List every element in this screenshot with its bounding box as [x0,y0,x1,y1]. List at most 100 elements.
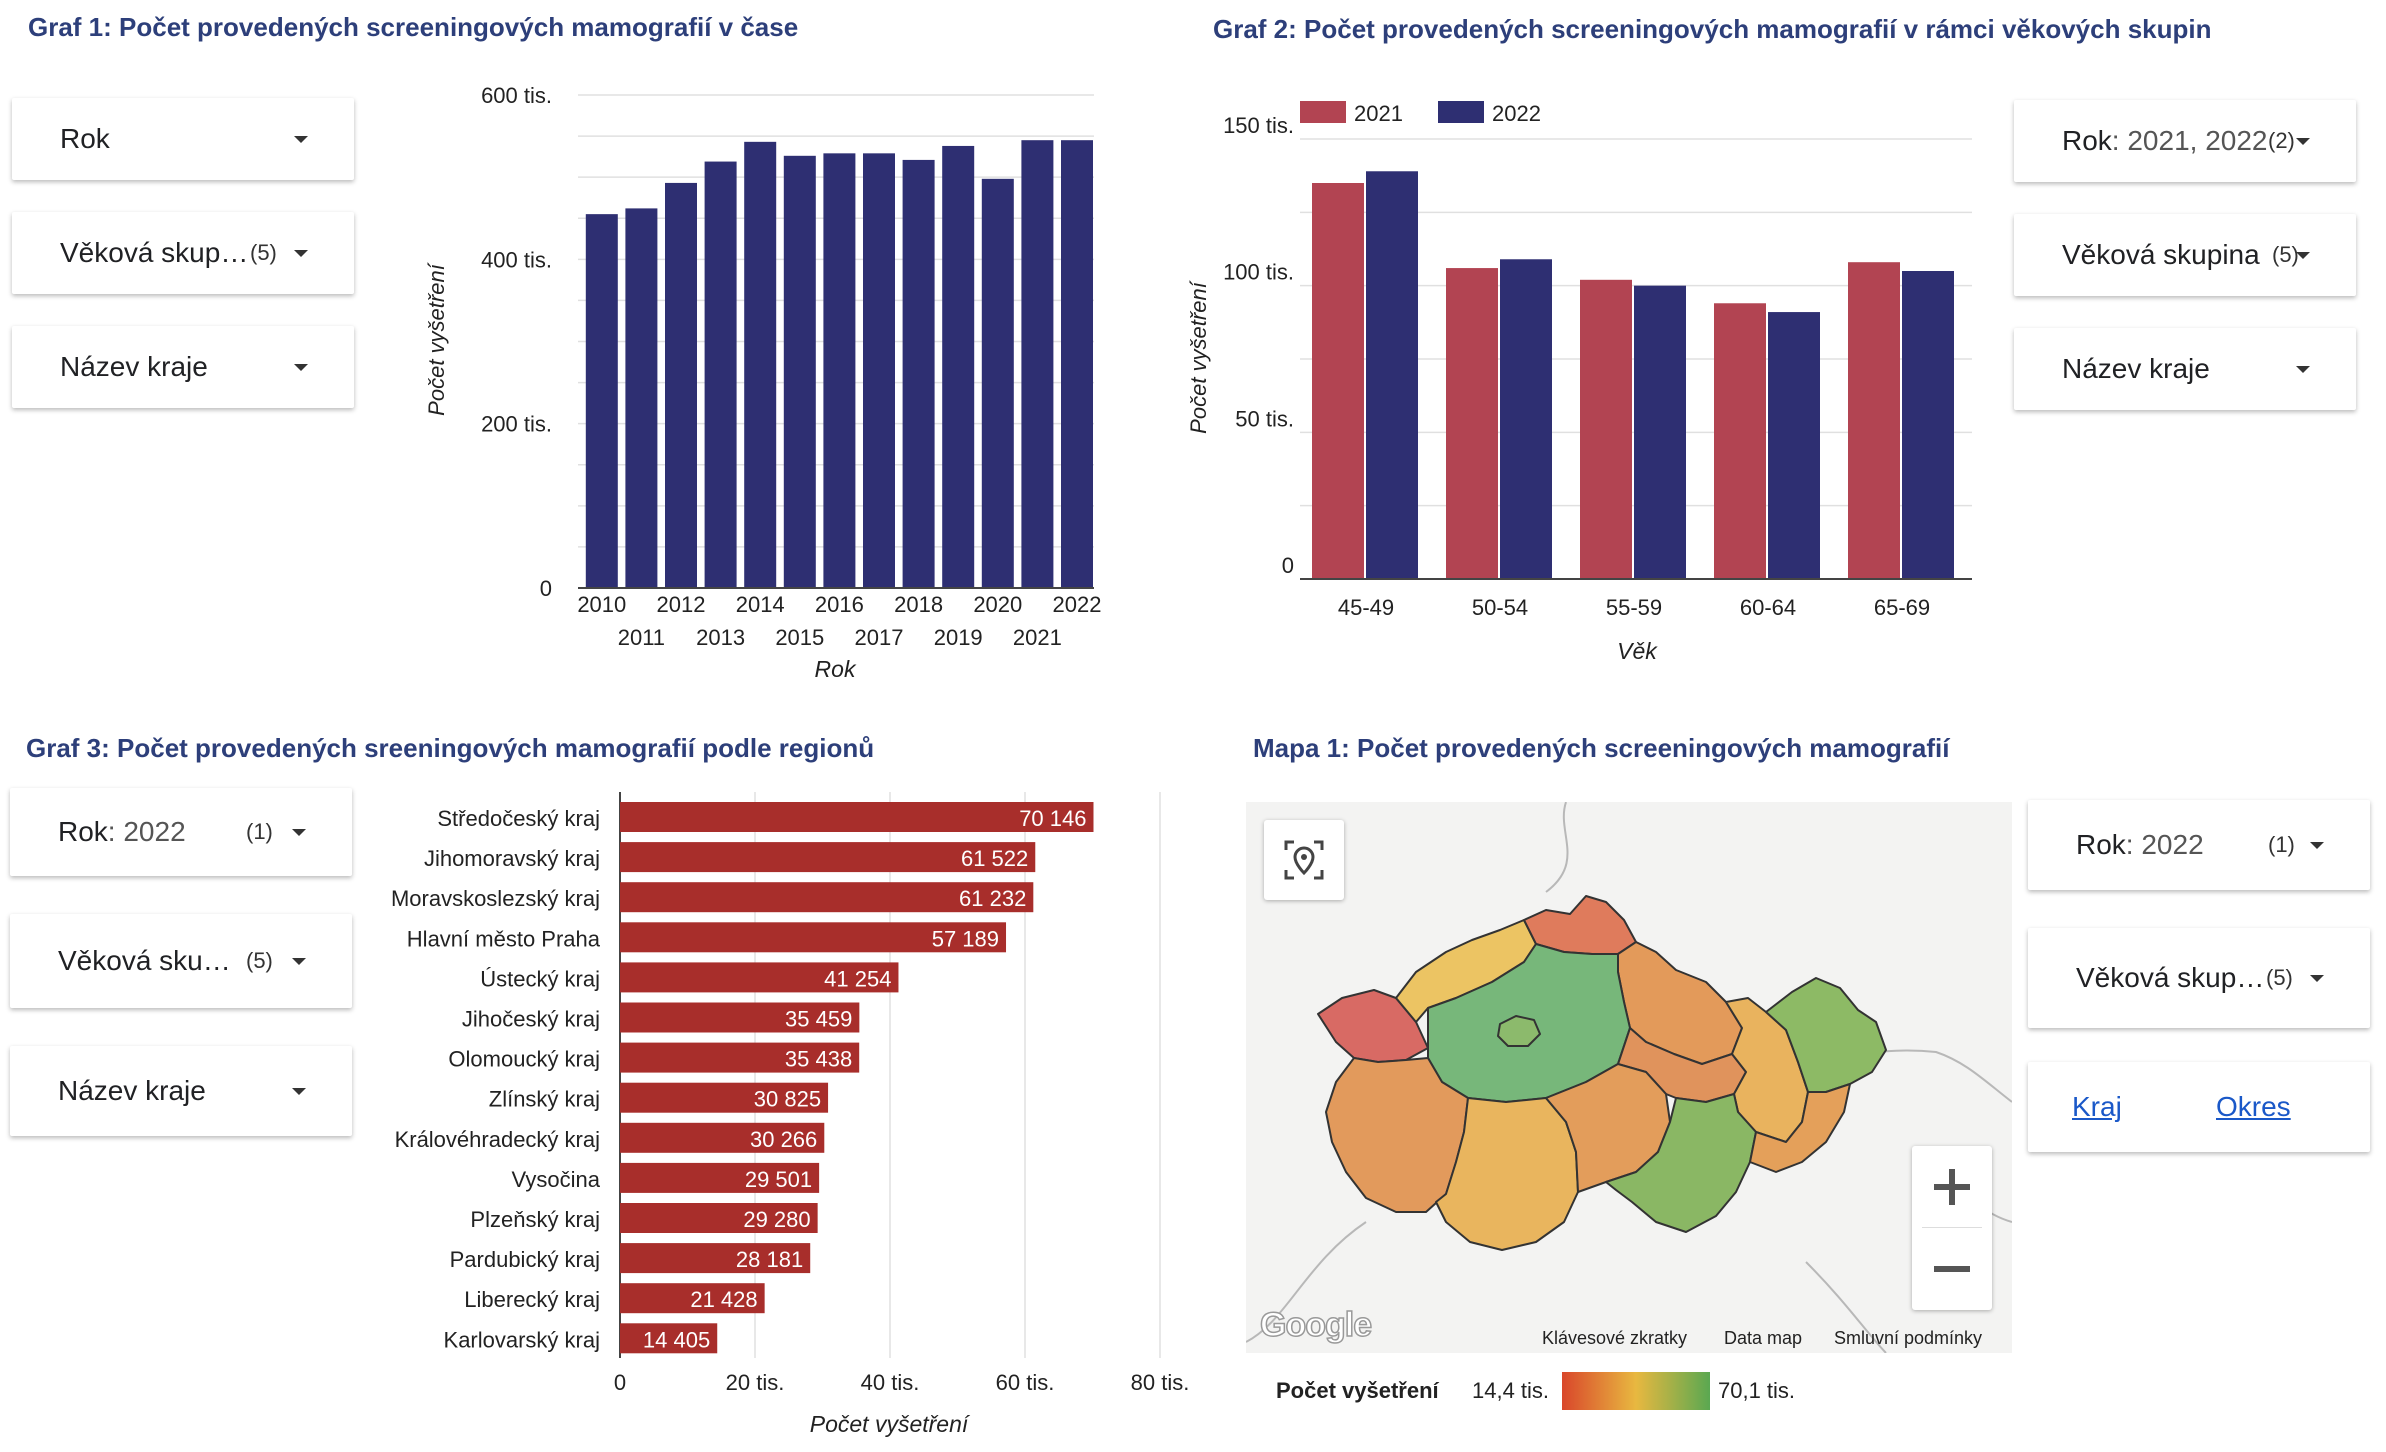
bar[interactable] [1061,140,1093,589]
bar[interactable] [704,161,737,588]
bar[interactable] [620,962,899,993]
bar-2022[interactable] [1768,312,1820,579]
zoom-out-button[interactable] [1912,1228,1992,1310]
x-tick-label: 0 [614,1370,626,1395]
x-tick-label: 2014 [736,592,785,617]
bar[interactable] [620,1122,825,1153]
data-label: 29 501 [745,1167,812,1192]
x-tick-label: 2022 [1053,592,1102,617]
x-tick-label: 2013 [696,625,745,650]
category-label: Královéhradecký kraj [395,1127,600,1152]
graf3-title: Graf 3: Počet provedených sreeningových … [26,733,875,763]
dropdown-arrow-icon [292,958,306,965]
bar[interactable] [620,882,1034,913]
kraj-link[interactable]: Kraj [2072,1091,2122,1122]
bar[interactable] [942,145,975,588]
filter-rok[interactable]: Rok: 2022 (1) [2028,800,2370,890]
map-legend: Počet vyšetření 14,4 tis. 70,1 tis. [1276,1372,1816,1412]
category-label: Plzeňský kraj [470,1207,600,1232]
filter-nazev-kraje[interactable]: Název kraje [10,1046,352,1136]
filter-vekova-skupina[interactable]: Věková skupina (5) [2014,214,2356,296]
legend-label-2021: 2021 [1354,101,1403,126]
bar[interactable] [783,155,816,588]
bar[interactable] [620,1042,860,1073]
bar[interactable] [1021,140,1054,589]
filter-rok[interactable]: Rok: 2021, 2022 (2) [2014,100,2356,182]
bar-2021[interactable] [1312,183,1364,579]
bar[interactable] [620,1323,718,1354]
minus-icon [1934,1266,1970,1272]
y-tick-label: 100 tis. [1223,260,1294,285]
filter-vekova-skupina[interactable]: Věková skupina (5) [2028,928,2370,1028]
bar-2021[interactable] [1714,303,1766,579]
x-axis-title: Věk [1617,638,1658,664]
filter-rok[interactable]: Rok [12,98,354,180]
keyboard-shortcuts-link[interactable]: Klávesové zkratky [1542,1328,1688,1348]
bar[interactable] [665,182,697,588]
bar[interactable] [823,153,856,589]
map-region[interactable]: Moravskoslezský kraj [1765,977,1887,1093]
category-label: Hlavní město Praha [407,926,601,951]
zoom-in-button[interactable] [1912,1146,1992,1228]
filter-count: (1) [246,819,273,844]
mapa1-title: Mapa 1: Počet provedených screeningových… [1253,733,1950,763]
map-level-toggle: Kraj Okres [2028,1062,2370,1152]
bar-2022[interactable] [1366,171,1418,579]
y-axis-title: Počet vyšetření [424,262,449,416]
bar[interactable] [620,1203,818,1233]
y-tick-label: 600 tis. [481,83,552,108]
bar-2021[interactable] [1848,262,1900,579]
graf2-title: Graf 2: Počet provedených screeningových… [1213,14,2212,44]
filter-vekova-skupina[interactable]: Věková skupina (5) [10,914,352,1008]
dropdown-arrow-icon [2310,842,2324,849]
data-label: 28 181 [736,1247,803,1272]
bar-2021[interactable] [1580,279,1632,579]
bar[interactable] [981,178,1014,588]
data-label: 61 232 [959,886,1026,911]
bar[interactable] [620,802,1094,832]
filter-rok[interactable]: Rok: 2022 (1) [10,788,352,876]
legend-gradient [1562,1372,1710,1410]
bar[interactable] [620,1002,860,1033]
bar[interactable] [620,842,1036,873]
locate-button[interactable] [1264,820,1344,900]
filter-nazev-kraje[interactable]: Název kraje [12,326,354,408]
category-label: Ústecký kraj [480,966,600,991]
bar[interactable] [625,208,658,588]
okres-link[interactable]: Okres [2216,1091,2291,1122]
category-label: Středočeský kraj [437,806,600,831]
x-tick-label: 2011 [618,625,665,650]
map-region[interactable]: Zlínský kraj [1749,1083,1851,1173]
terms-link[interactable]: Smluvní podmínky [1834,1328,1983,1348]
filter-nazev-kraje[interactable]: Název kraje [2014,328,2356,410]
x-tick-label: 2019 [934,625,983,650]
bar[interactable] [620,922,1007,953]
category-label: Pardubický kraj [450,1247,600,1272]
filter-count: (1) [2268,832,2295,857]
filter-vekova-skupina[interactable]: Věková skupina (5) [12,212,354,294]
filter-label: Věková skupina [2076,962,2266,993]
bar-2022[interactable] [1902,271,1954,579]
bar-2022[interactable] [1500,259,1552,579]
data-label: 61 522 [961,846,1028,871]
category-label: Moravskoslezský kraj [391,886,600,911]
dropdown-arrow-icon [294,364,308,371]
bar-2022[interactable] [1634,285,1686,579]
bar-2021[interactable] [1446,268,1498,579]
y-tick-label: 50 tis. [1235,406,1294,431]
map-region[interactable]: Hlavní město Praha [1497,1015,1541,1047]
bar[interactable] [744,141,777,588]
x-tick-label: 60 tis. [996,1370,1055,1395]
bar[interactable] [620,1283,765,1314]
bar[interactable] [620,1082,829,1113]
bar[interactable] [585,214,618,588]
bar[interactable] [620,1243,811,1274]
x-tick-label: 2010 [577,592,626,617]
bar[interactable] [863,153,895,589]
bar[interactable] [902,159,935,588]
chart-graf1: 0 200 tis. 400 tis. 600 tis. 2010 2011 2012 20… [424,83,1102,682]
map-data-link[interactable]: Data map [1724,1328,1803,1348]
bar[interactable] [620,1162,820,1193]
